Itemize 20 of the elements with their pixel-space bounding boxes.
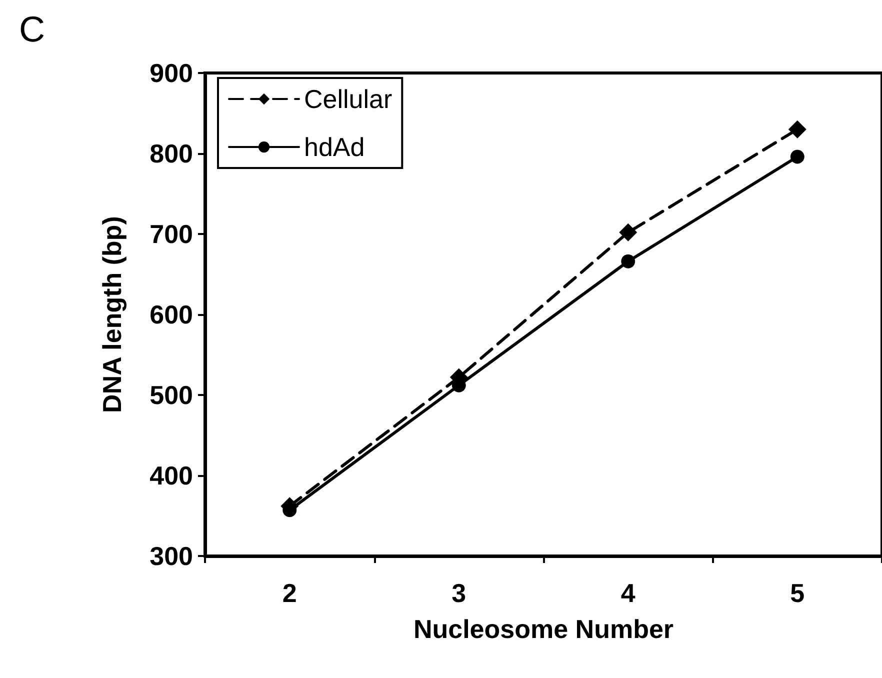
y-tick-label: 900 [150,58,193,88]
x-axis-title: Nucleosome Number [413,614,674,644]
legend-label: Cellular [304,84,392,114]
point [619,223,638,242]
y-tick-label: 600 [150,300,193,330]
y-tick-label: 700 [150,219,193,249]
y-tick-label: 300 [150,541,193,571]
point [788,120,806,138]
y-tick-label: 800 [150,138,193,168]
point [790,150,804,164]
x-tick-label: 3 [452,578,466,608]
y-tick-label: 400 [150,460,193,490]
x-tick-label: 4 [620,578,636,608]
x-tick-label: 2 [282,578,297,608]
chart-title: C [19,8,45,50]
y-tick-label: 500 [150,380,193,410]
x-tick-label: 5 [790,578,805,608]
point [621,254,636,268]
legend-label: hdAd [304,132,365,162]
y-axis-title: DNA length (bp) [97,216,127,413]
